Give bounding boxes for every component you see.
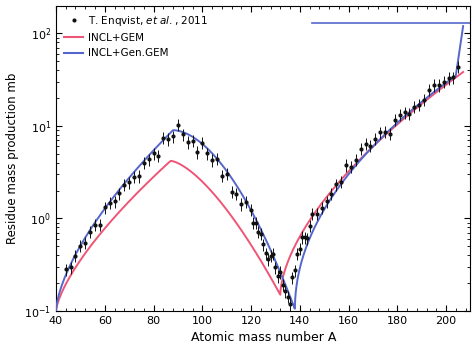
Y-axis label: Residue mass production mb: Residue mass production mb (6, 72, 19, 244)
X-axis label: Atomic mass number A: Atomic mass number A (190, 331, 336, 344)
Legend: T. Enqvist, $\mathit{et\ al.}$, 2011, INCL+GEM, INCL+Gen.GEM: T. Enqvist, $\mathit{et\ al.}$, 2011, IN… (61, 11, 212, 62)
